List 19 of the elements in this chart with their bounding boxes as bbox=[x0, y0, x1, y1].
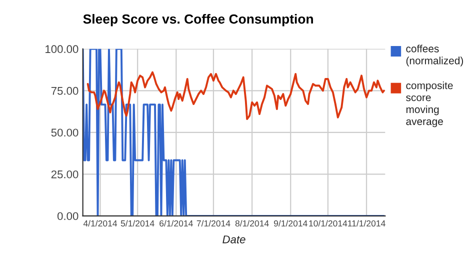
line-series bbox=[82, 48, 385, 216]
x-tick-label: 5/1/2014 bbox=[120, 220, 154, 227]
legend-label: composite score moving average bbox=[406, 82, 453, 128]
x-tick-label: 6/1/2014 bbox=[160, 220, 193, 227]
y-tick-label: 25.00 bbox=[51, 170, 78, 178]
y-tick-label: 100.00 bbox=[46, 45, 78, 54]
y-tick-label: 50.00 bbox=[51, 128, 78, 137]
x-axis-title: Date bbox=[222, 236, 246, 244]
y-tick-label: 75.00 bbox=[51, 86, 78, 95]
x-tick-label: 8/1/2014 bbox=[235, 220, 269, 227]
line-series bbox=[86, 71, 385, 120]
y-tick-label: 0.00 bbox=[57, 212, 78, 220]
x-tick-label: 11/1/2014 bbox=[348, 220, 386, 227]
x-tick-label: 7/1/2014 bbox=[196, 220, 230, 227]
x-tick-label: 4/1/2014 bbox=[83, 220, 118, 227]
legend-label: coffees (normalized) bbox=[406, 44, 463, 66]
x-tick-label: 9/1/2014 bbox=[274, 220, 308, 227]
chart-title: Sleep Score vs. Coffee Consumption bbox=[83, 14, 313, 26]
x-tick-label: 10/1/2014 bbox=[309, 220, 348, 227]
